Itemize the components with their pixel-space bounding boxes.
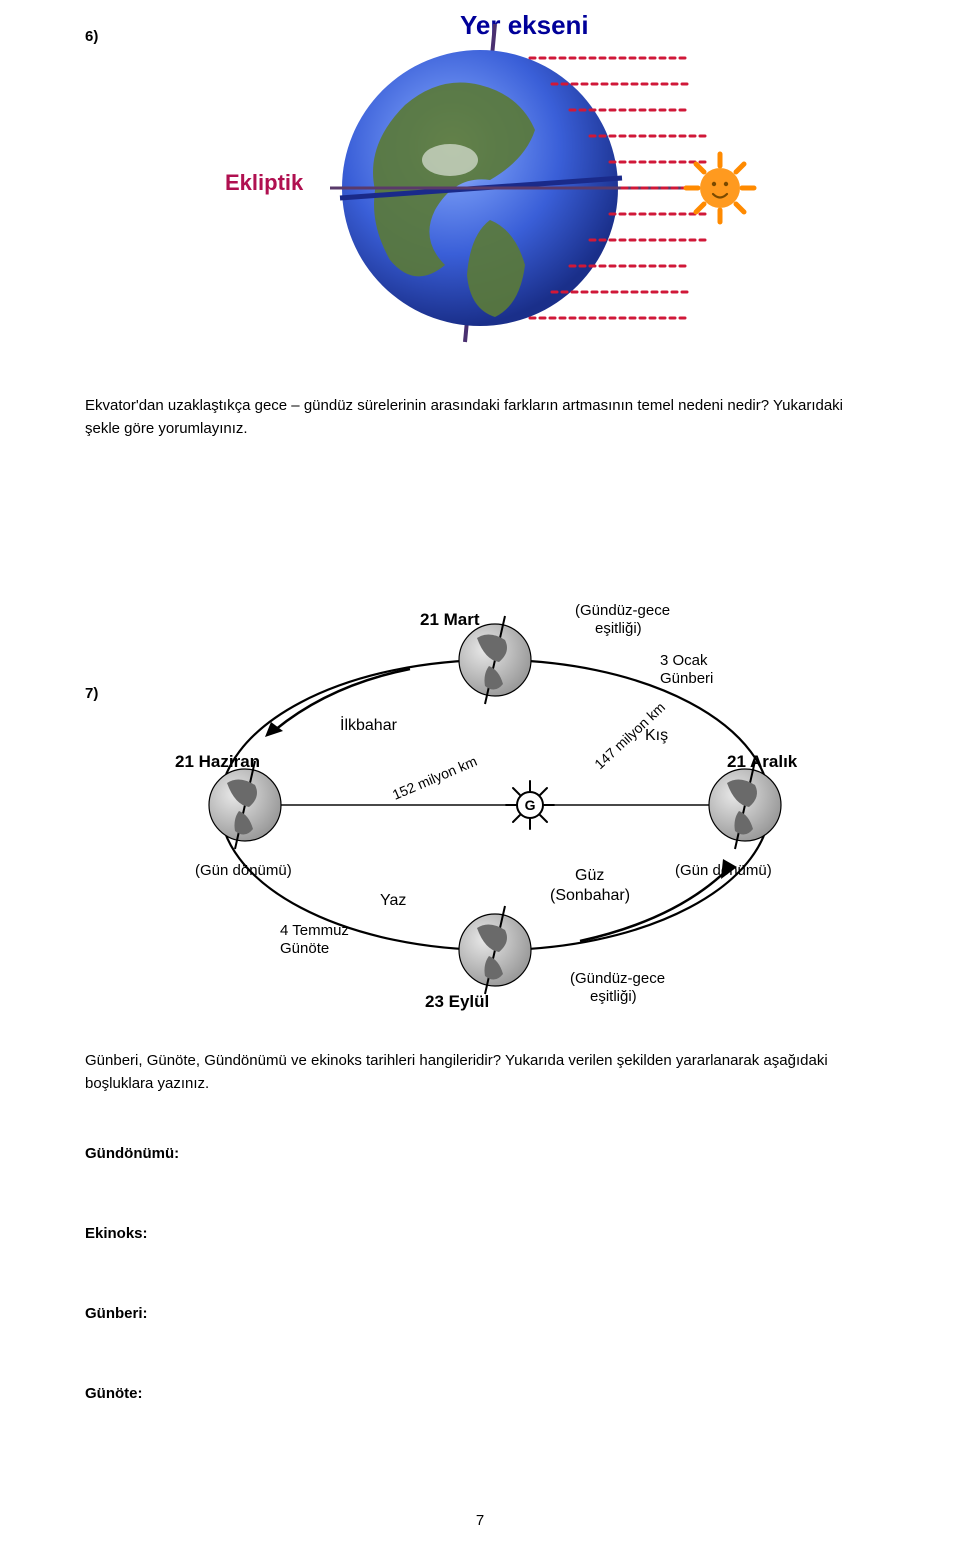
season-guz: Güz — [575, 867, 604, 884]
season-kis: Kış — [645, 727, 668, 744]
figure-orbit: G 152 milyon km 147 milyon km — [175, 575, 815, 1015]
sub-left: (Gün dönümü) — [195, 862, 292, 879]
date-left: 21 Haziran — [175, 752, 260, 771]
aphelion-dist: 152 milyon km — [390, 753, 479, 803]
answer-ekinoks: Ekinoks: — [85, 1225, 148, 1242]
q6-number: 6) — [85, 28, 98, 45]
q7-prompt: Günberi, Günöte, Gündönümü ve ekinoks ta… — [85, 1050, 875, 1095]
sun-label: G — [525, 797, 536, 813]
gunberi-date: 3 Ocak — [660, 652, 708, 669]
fig1-svg — [230, 10, 770, 350]
sub-top-1: (Gündüz-gece — [575, 602, 670, 619]
season-sonbahar: (Sonbahar) — [550, 887, 630, 904]
date-right: 21 Aralık — [727, 752, 798, 771]
fig2-svg: G 152 milyon km 147 milyon km — [175, 575, 815, 1015]
sub-right: (Gün dönümü) — [675, 862, 772, 879]
q7-number: 7) — [85, 685, 98, 702]
page-number: 7 — [0, 1512, 960, 1529]
answer-gunberi: Günberi: — [85, 1305, 148, 1322]
gunberi-label: Günberi — [660, 670, 713, 687]
gunote-date: 4 Temmuz — [280, 922, 349, 939]
figure-earth-axis: Yer ekseni Ekliptik Ekvator — [230, 10, 770, 350]
answer-gundonumu: Gündönümü: — [85, 1145, 179, 1162]
gunote-label: Günöte — [280, 940, 329, 957]
date-bottom: 23 Eylül — [425, 992, 489, 1011]
date-top: 21 Mart — [420, 610, 480, 629]
sub-top-2: eşitliği) — [595, 620, 642, 637]
answer-gunote: Günöte: — [85, 1385, 143, 1402]
season-yaz: Yaz — [380, 892, 406, 909]
q6-prompt: Ekvator'dan uzaklaştıkça gece – gündüz s… — [85, 395, 875, 440]
sub-bottom-2: eşitliği) — [590, 988, 637, 1005]
season-ilkbahar: İlkbahar — [340, 715, 398, 734]
sub-bottom-1: (Gündüz-gece — [570, 970, 665, 987]
